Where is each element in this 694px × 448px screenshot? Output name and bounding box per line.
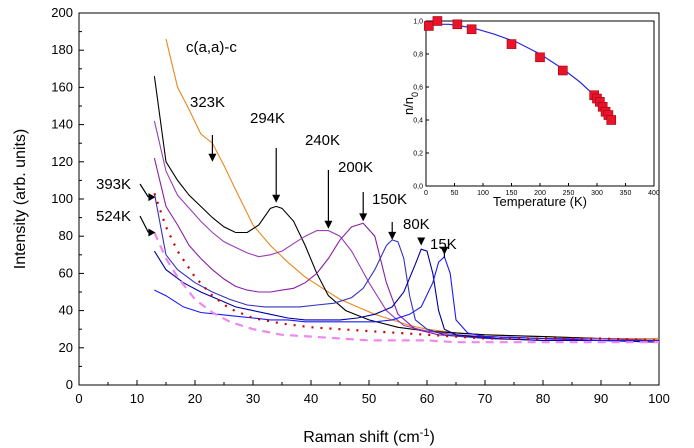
- x-tick-label: 30: [246, 391, 260, 406]
- annotation-arrowhead: [359, 213, 368, 222]
- annotation-arrowhead: [440, 246, 449, 255]
- annotation-arrowhead: [417, 237, 426, 246]
- inset-y-tick-label: 0,0: [413, 184, 423, 191]
- y-tick-label: 100: [51, 191, 73, 206]
- scattering-geometry-label: c(a,a)-c: [186, 39, 237, 56]
- inset-x-tick-label: 100: [477, 190, 489, 197]
- y-tick-label: 160: [51, 79, 73, 94]
- annotation-label-294k: 294K: [250, 110, 285, 127]
- inset-x-tick-label: 200: [534, 190, 546, 197]
- inset-data-point: [535, 52, 545, 63]
- x-tick-label: 90: [594, 391, 608, 406]
- series-line-150k: [153, 193, 660, 343]
- inset-x-tick-label: 0: [424, 190, 428, 197]
- inset-y-tick-label: 0,8: [413, 52, 423, 59]
- inset-data-point: [606, 115, 617, 125]
- inset-y-tick-label: 0,4: [413, 118, 423, 125]
- x-tick-label: 100: [648, 391, 670, 406]
- inset-data-point: [452, 19, 463, 30]
- annotation-arrowhead: [324, 220, 333, 229]
- y-tick-label: 20: [59, 340, 73, 355]
- annotation-arrow: [139, 183, 149, 198]
- y-tick-label: 200: [51, 5, 73, 20]
- inset-data-point: [557, 65, 568, 76]
- inset-x-tick-label: 250: [563, 190, 575, 197]
- inset-data-point: [466, 24, 477, 35]
- x-tick-label: 80: [536, 391, 550, 406]
- annotation-arrowhead: [148, 228, 156, 237]
- y-tick-label: 0: [66, 377, 73, 392]
- annotation-label-393k: 393K: [96, 176, 131, 193]
- x-axis-title: Raman shift (cm-1): [303, 427, 435, 446]
- x-axis-unit-superscript: -1: [420, 427, 430, 439]
- annotation-label-524k: 524K: [96, 208, 131, 225]
- inset-data-point: [432, 16, 443, 26]
- inset-background: [424, 19, 656, 188]
- x-tick-label: 70: [478, 391, 492, 406]
- y-tick-label: 140: [51, 117, 73, 132]
- main-chart: 0 10 20 30 40 50 60 70 80 90 100 0 20 40 60 80 100 120 14…: [12, 5, 670, 446]
- inset-y-tick-label: 1,0: [413, 19, 423, 26]
- series-line-15k: [154, 255, 659, 341]
- annotation-label-200k: 200K: [338, 159, 373, 176]
- y-tick-label: 120: [51, 154, 73, 169]
- x-tick-label: 50: [362, 391, 376, 406]
- annotation-label-150k: 150K: [372, 191, 407, 208]
- y-tick-label: 60: [59, 265, 73, 280]
- inset-x-axis-title: Temperature (K): [493, 194, 587, 209]
- inset-data-point: [506, 39, 517, 49]
- inset-data-point: [424, 21, 434, 31]
- annotation-label-240k: 240K: [305, 132, 340, 149]
- inset-x-tick-label: 350: [620, 190, 632, 197]
- series-line-80k: [153, 248, 660, 343]
- annotation-label-323k: 323K: [190, 94, 225, 111]
- inset-y-axis-subscript: 0: [410, 92, 420, 97]
- x-tick-label: 60: [420, 391, 434, 406]
- x-tick-label: 10: [130, 391, 144, 406]
- y-axis-title: Intensity (arb. units): [12, 129, 29, 270]
- series-line-240k: [153, 120, 660, 341]
- annotation-arrowhead: [148, 193, 156, 202]
- annotation-label-15k: 15K: [430, 236, 457, 253]
- annotation-arrow: [139, 215, 149, 233]
- series-line-524k: [153, 232, 659, 344]
- annotation-arrowhead: [208, 153, 217, 162]
- inset-y-tick-label: 0,6: [413, 85, 423, 92]
- y-tick-label: 180: [51, 42, 73, 57]
- inset-x-tick-label: 300: [591, 190, 603, 197]
- inset-x-tick-label: 50: [451, 190, 459, 197]
- annotation-arrowhead: [272, 194, 281, 203]
- x-tick-label: 20: [188, 391, 202, 406]
- annotation-label-80k: 80K: [403, 216, 430, 233]
- x-axis-unit-end: ): [429, 429, 434, 446]
- y-tick-label: 40: [59, 303, 73, 318]
- inset-chart: 0 50 100 150 200 250 300 350 400 0,0 0,2 0,4 0,6 0,8…: [401, 16, 660, 209]
- inset-y-tick-label: 0,2: [413, 151, 423, 158]
- inset-x-tick-label: 400: [648, 190, 660, 197]
- inset-x-tick-label: 150: [506, 190, 518, 197]
- x-tick-label: 40: [304, 391, 318, 406]
- y-tick-label: 80: [59, 228, 73, 243]
- x-tick-label: 0: [75, 391, 82, 406]
- inset-y-axis-title: n/n0: [401, 92, 420, 115]
- annotation-arrowhead: [388, 231, 397, 240]
